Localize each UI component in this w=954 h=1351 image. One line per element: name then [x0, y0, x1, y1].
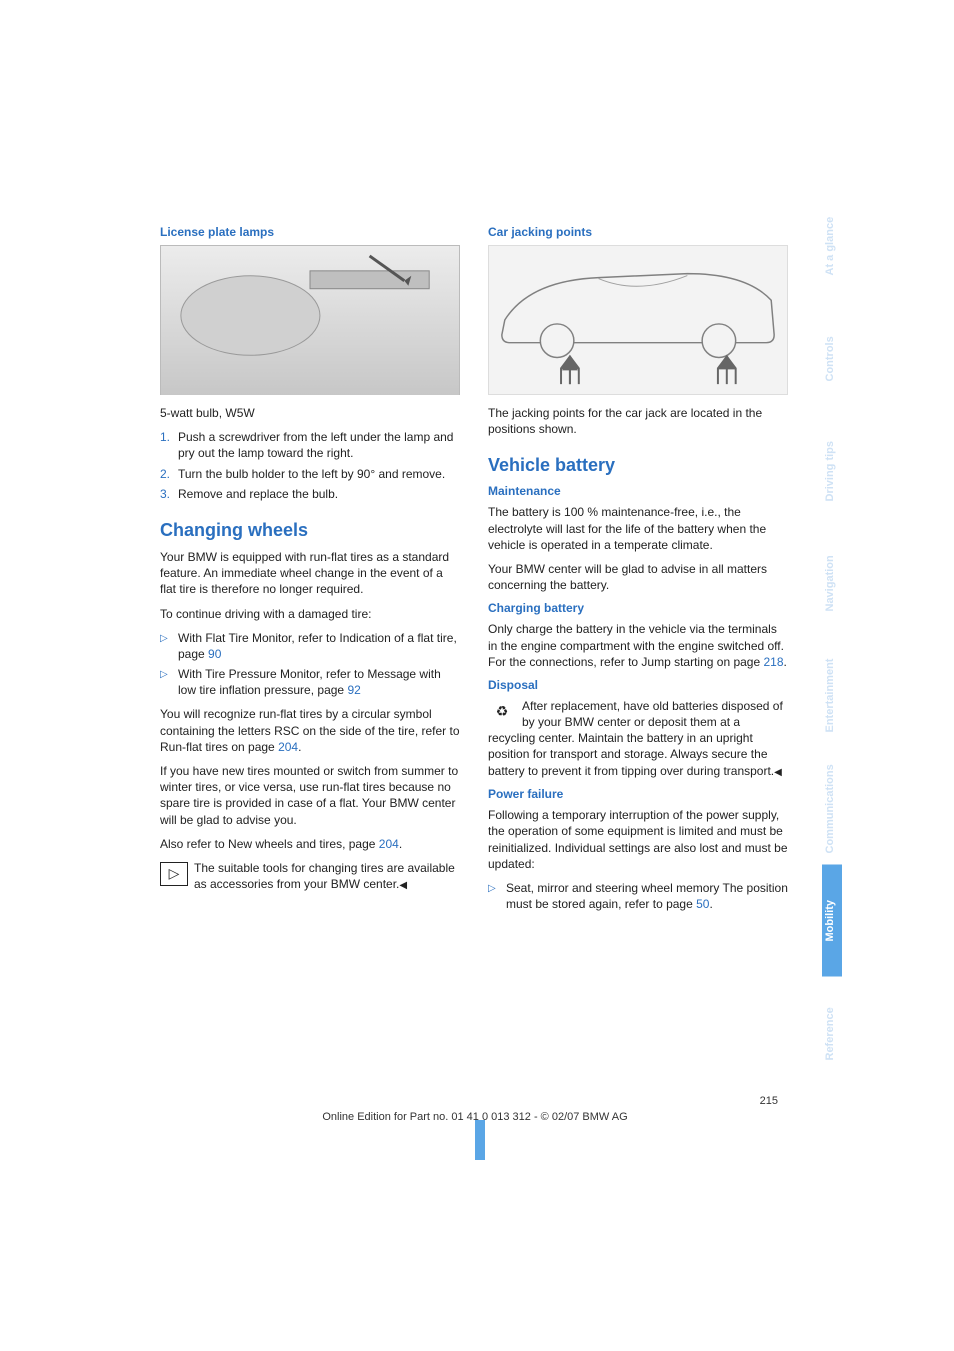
page-link[interactable]: 204	[379, 837, 399, 851]
tab-controls[interactable]: Controls	[822, 303, 842, 415]
tab-communications[interactable]: Communications	[822, 753, 842, 865]
license-plate-figure	[160, 245, 460, 395]
list-item: ▷ Seat, mirror and steering wheel memory…	[488, 880, 788, 912]
tip-text: The suitable tools for changing tires ar…	[194, 861, 455, 891]
text-run: .	[784, 655, 787, 669]
end-mark-icon: ◀	[774, 767, 782, 778]
jacking-text: The jacking points for the car jack are …	[488, 405, 788, 437]
step-number: 1.	[160, 429, 178, 461]
changing-bullets: ▷ With Flat Tire Monitor, refer to Indic…	[160, 630, 460, 699]
jacking-heading: Car jacking points	[488, 225, 788, 239]
bullet-text: With Flat Tire Monitor, refer to Indicat…	[178, 630, 460, 662]
jacking-diagram-svg	[489, 246, 787, 394]
tip-icon-box: ▷	[160, 862, 188, 886]
triangle-icon: ▷	[169, 864, 180, 883]
step-number: 3.	[160, 486, 178, 502]
tab-navigation[interactable]: Navigation	[822, 528, 842, 640]
text-run: .	[298, 740, 301, 754]
triangle-bullet-icon: ▷	[160, 666, 178, 698]
list-item: 2.Turn the bulb holder to the left by 90…	[160, 466, 460, 482]
triangle-bullet-icon: ▷	[160, 630, 178, 662]
license-plate-heading: License plate lamps	[160, 225, 460, 239]
list-item: ▷ With Tire Pressure Monitor, refer to M…	[160, 666, 460, 698]
changing-p5: Also refer to New wheels and tires, page…	[160, 836, 460, 852]
list-item: 3.Remove and replace the bulb.	[160, 486, 460, 502]
jacking-points-figure	[488, 245, 788, 395]
side-tabs: At a glance Controls Driving tips Naviga…	[822, 190, 842, 1090]
maintenance-heading: Maintenance	[488, 484, 788, 498]
tab-reference[interactable]: Reference	[822, 978, 842, 1090]
step-text: Push a screwdriver from the left under t…	[178, 429, 460, 461]
page-footer: 215 Online Edition for Part no. 01 41 0 …	[160, 1095, 790, 1123]
disposal-heading: Disposal	[488, 678, 788, 692]
text-run: Only charge the battery in the vehicle v…	[488, 622, 784, 668]
changing-p2: To continue driving with a damaged tire:	[160, 606, 460, 622]
text-run: Also refer to New wheels and tires, page	[160, 837, 379, 851]
left-column: License plate lamps 5-watt bulb, W5W 1.P…	[160, 225, 460, 920]
text-run: You will recognize run-flat tires by a c…	[160, 707, 460, 753]
disposal-text: After replacement, have old batteries di…	[488, 699, 783, 778]
charging-heading: Charging battery	[488, 601, 788, 615]
page-link[interactable]: 90	[208, 647, 221, 661]
page-link[interactable]: 50	[696, 897, 709, 911]
tab-driving-tips[interactable]: Driving tips	[822, 415, 842, 527]
step-text: Turn the bulb holder to the left by 90° …	[178, 466, 445, 482]
changing-p3: You will recognize run-flat tires by a c…	[160, 706, 460, 755]
tip-block: ▷ The suitable tools for changing tires …	[160, 860, 460, 893]
page-link[interactable]: 218	[763, 655, 783, 669]
vehicle-battery-heading: Vehicle battery	[488, 455, 788, 476]
maintenance-p1: The battery is 100 % maintenance-free, i…	[488, 504, 788, 553]
maintenance-p2: Your BMW center will be glad to advise i…	[488, 561, 788, 593]
right-column: Car jacking points	[488, 225, 788, 920]
text-run: .	[399, 837, 402, 851]
end-mark-icon: ◀	[399, 880, 407, 891]
changing-p4: If you have new tires mounted or switch …	[160, 763, 460, 828]
tab-at-a-glance[interactable]: At a glance	[822, 190, 842, 302]
list-item: 1.Push a screwdriver from the left under…	[160, 429, 460, 461]
page-link[interactable]: 204	[278, 740, 298, 754]
power-p: Following a temporary interruption of th…	[488, 807, 788, 872]
page-link[interactable]: 92	[347, 683, 360, 697]
triangle-bullet-icon: ▷	[488, 880, 506, 912]
tab-entertainment[interactable]: Entertainment	[822, 640, 842, 752]
disposal-block: ♻ After replacement, have old batteries …	[488, 698, 788, 779]
charging-p: Only charge the battery in the vehicle v…	[488, 621, 788, 670]
license-steps-list: 1.Push a screwdriver from the left under…	[160, 429, 460, 502]
bullet-pre: Seat, mirror and steering wheel memory T…	[506, 881, 788, 911]
page-number: 215	[160, 1095, 790, 1107]
step-text: Remove and replace the bulb.	[178, 486, 338, 502]
license-plate-illustration-svg	[161, 246, 459, 395]
list-item: ▷ With Flat Tire Monitor, refer to Indic…	[160, 630, 460, 662]
tab-mobility[interactable]: Mobility	[822, 865, 842, 977]
power-bullets: ▷ Seat, mirror and steering wheel memory…	[488, 880, 788, 912]
footer-blue-bar	[475, 1120, 485, 1160]
bullet-text: Seat, mirror and steering wheel memory T…	[506, 880, 788, 912]
recycle-icon-box: ♻	[488, 700, 516, 724]
changing-wheels-heading: Changing wheels	[160, 520, 460, 541]
two-column-layout: License plate lamps 5-watt bulb, W5W 1.P…	[160, 225, 790, 920]
recycle-icon: ♻	[496, 702, 509, 721]
page-content: License plate lamps 5-watt bulb, W5W 1.P…	[160, 225, 790, 920]
bulb-spec: 5-watt bulb, W5W	[160, 405, 460, 421]
changing-p1: Your BMW is equipped with run-flat tires…	[160, 549, 460, 598]
bullet-post: .	[709, 897, 712, 911]
bullet-pre: With Tire Pressure Monitor, refer to Mes…	[178, 667, 441, 697]
step-number: 2.	[160, 466, 178, 482]
bullet-text: With Tire Pressure Monitor, refer to Mes…	[178, 666, 460, 698]
power-failure-heading: Power failure	[488, 787, 788, 801]
